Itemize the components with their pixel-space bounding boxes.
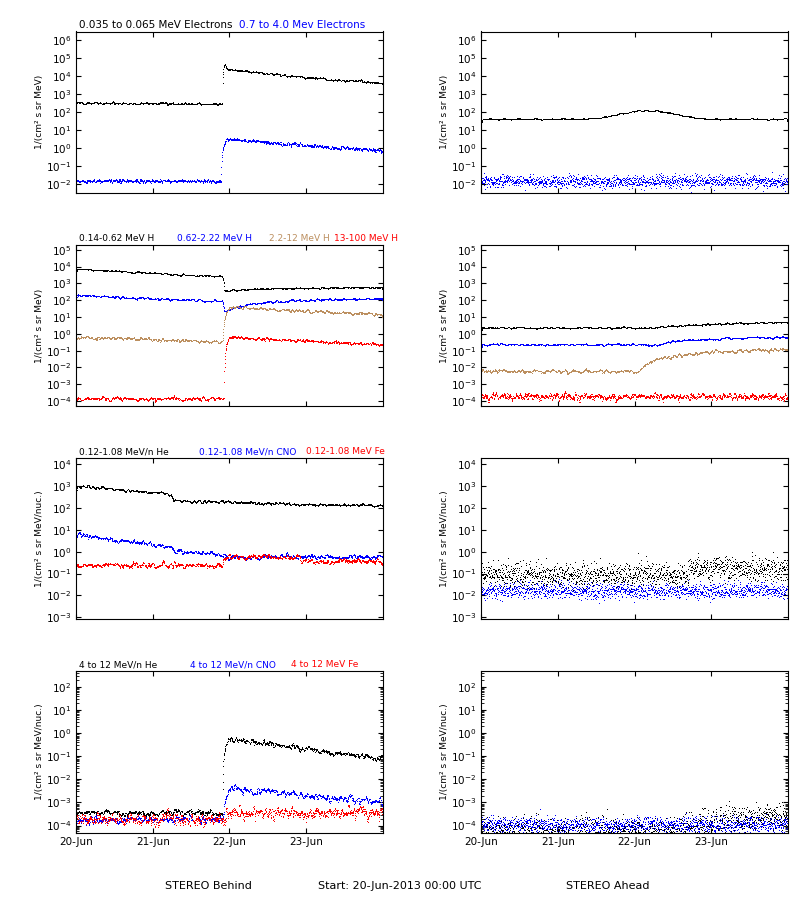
Text: 2.2-12 MeV H: 2.2-12 MeV H — [270, 234, 330, 243]
Y-axis label: 1/(cm² s sr MeV/nuc.): 1/(cm² s sr MeV/nuc.) — [440, 704, 450, 800]
Y-axis label: 1/(cm² s sr MeV/nuc.): 1/(cm² s sr MeV/nuc.) — [440, 491, 450, 587]
Y-axis label: 1/(cm² s sr MeV/nuc.): 1/(cm² s sr MeV/nuc.) — [35, 491, 44, 587]
Text: 4 to 12 MeV/n He: 4 to 12 MeV/n He — [79, 661, 158, 670]
Text: 0.62-2.22 MeV H: 0.62-2.22 MeV H — [178, 234, 252, 243]
Text: 4 to 12 MeV Fe: 4 to 12 MeV Fe — [291, 661, 358, 670]
Text: 0.14-0.62 MeV H: 0.14-0.62 MeV H — [79, 234, 154, 243]
Text: 0.12-1.08 MeV/n CNO: 0.12-1.08 MeV/n CNO — [198, 447, 296, 456]
Text: STEREO Ahead: STEREO Ahead — [566, 881, 650, 891]
Text: 4 to 12 MeV/n CNO: 4 to 12 MeV/n CNO — [190, 661, 275, 670]
Text: 0.12-1.08 MeV/n He: 0.12-1.08 MeV/n He — [79, 447, 169, 456]
Y-axis label: 1/(cm² s sr MeV): 1/(cm² s sr MeV) — [440, 288, 450, 363]
Y-axis label: 1/(cm² s sr MeV): 1/(cm² s sr MeV) — [35, 288, 44, 363]
Y-axis label: 1/(cm² s sr MeV/nuc.): 1/(cm² s sr MeV/nuc.) — [35, 704, 44, 800]
Text: 0.7 to 4.0 Mev Electrons: 0.7 to 4.0 Mev Electrons — [238, 20, 365, 30]
Text: STEREO Behind: STEREO Behind — [165, 881, 251, 891]
Text: 13-100 MeV H: 13-100 MeV H — [334, 234, 398, 243]
Text: Start: 20-Jun-2013 00:00 UTC: Start: 20-Jun-2013 00:00 UTC — [318, 881, 482, 891]
Y-axis label: 1/(cm² s sr MeV): 1/(cm² s sr MeV) — [441, 75, 450, 149]
Text: 0.12-1.08 MeV Fe: 0.12-1.08 MeV Fe — [306, 447, 385, 456]
Y-axis label: 1/(cm² s sr MeV): 1/(cm² s sr MeV) — [35, 75, 44, 149]
Text: 0.035 to 0.065 MeV Electrons: 0.035 to 0.065 MeV Electrons — [79, 20, 233, 30]
